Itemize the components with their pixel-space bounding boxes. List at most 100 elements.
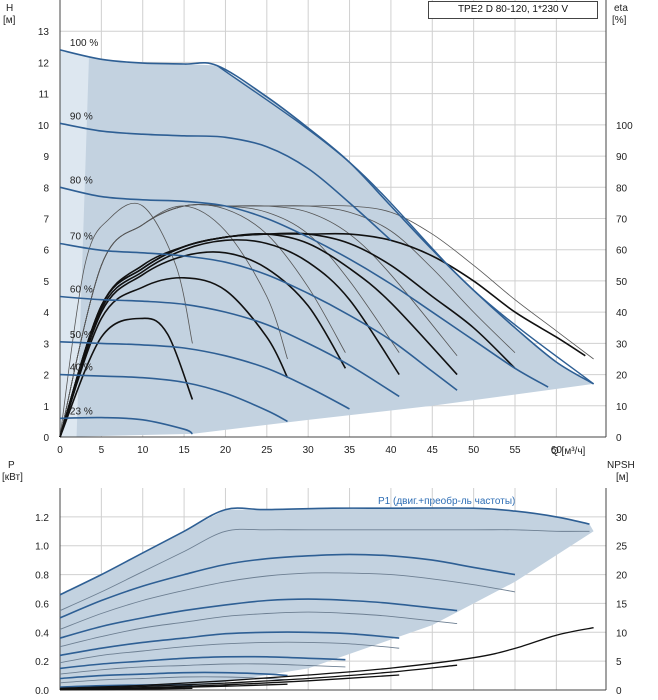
eta-tick-label: 70 <box>616 215 628 226</box>
head-axis-unit: [м] <box>3 15 16 26</box>
head-curve <box>59 49 595 385</box>
flow-tick-label: 35 <box>344 445 356 456</box>
flow-tick-label: 30 <box>303 445 315 456</box>
speed-label: 60 % <box>70 285 93 296</box>
flow-tick-label: 40 <box>385 445 397 456</box>
head-curve <box>59 295 400 398</box>
eta-tick-label: 60 <box>616 246 628 257</box>
power-tick-label: 0.6 <box>35 599 49 610</box>
speed-label: 100 % <box>70 38 98 49</box>
flow-tick-label: 20 <box>220 445 232 456</box>
head-curve <box>59 416 193 435</box>
npsh-axis-name: NPSH <box>607 460 635 471</box>
eta-tick-label: 0 <box>616 433 622 444</box>
npsh-tick-label: 5 <box>616 657 622 668</box>
head-curve <box>59 341 350 410</box>
npsh-curve <box>59 687 193 691</box>
power-axis-unit: [кВт] <box>2 472 23 483</box>
p1-curve <box>59 598 458 639</box>
npsh-curve <box>59 664 458 690</box>
head-axis-name: H <box>6 3 13 14</box>
head-tick-label: 2 <box>43 371 49 382</box>
head-tick-label: 0 <box>43 433 49 444</box>
head-tick-label: 13 <box>38 27 50 38</box>
power-axis-name: P <box>8 460 15 471</box>
flow-tick-label: 55 <box>509 445 521 456</box>
npsh-axis-unit: [м] <box>616 472 629 483</box>
efficiency-thin-curve <box>59 204 594 438</box>
eta-tick-label: 50 <box>616 277 628 288</box>
npsh-tick-label: 15 <box>616 599 628 610</box>
efficiency-curve <box>59 317 194 438</box>
head-tick-label: 12 <box>38 58 50 69</box>
p2-curve <box>59 572 516 630</box>
eta-tick-label: 80 <box>616 183 628 194</box>
eta-tick-label: 30 <box>616 339 628 350</box>
flow-tick-label: 50 <box>468 445 480 456</box>
head-curve <box>59 242 458 391</box>
flow-tick-label: 0 <box>57 445 63 456</box>
eta-tick-label: 40 <box>616 308 628 319</box>
flow-tick-label: 45 <box>427 445 439 456</box>
pump-title: TPE2 D 80-120, 1*230 V <box>428 1 598 19</box>
efficiency-curve <box>59 239 400 438</box>
head-tick-label: 9 <box>43 152 49 163</box>
speed-label: 40 % <box>70 363 93 374</box>
power-tick-label: 0.8 <box>35 571 49 582</box>
p1-curve <box>59 553 516 619</box>
eta-tick-label: 10 <box>616 402 628 413</box>
npsh-tick-label: 0 <box>616 686 622 697</box>
p1-curve <box>59 655 346 670</box>
head-tick-label: 3 <box>43 339 49 350</box>
p1-curve <box>59 507 590 596</box>
head-tick-label: 5 <box>43 277 49 288</box>
flow-tick-label: 25 <box>261 445 273 456</box>
npsh-tick-label: 10 <box>616 628 628 639</box>
head-curve <box>59 186 549 388</box>
npsh-tick-label: 25 <box>616 542 628 553</box>
head-panel: 100 %90 %80 %70 %60 %50 %40 %23 %0 5 10 15 2… <box>38 0 633 456</box>
head-tick-label: 11 <box>39 90 50 101</box>
npsh-curve <box>59 627 594 689</box>
eta-tick-label: 20 <box>616 371 628 382</box>
npsh-tick-label: 30 <box>616 513 628 524</box>
head-tick-label: 1 <box>43 402 49 413</box>
p1-curve-label: P1 (двиг.+преобр-ль частоты) <box>378 495 515 507</box>
flow-axis-label: Q [м³/ч] <box>551 446 586 457</box>
head-tick-label: 10 <box>38 121 50 132</box>
p2-curve <box>59 663 346 675</box>
p2-curve <box>59 611 458 648</box>
flow-tick-label: 5 <box>99 445 105 456</box>
p1-curve <box>59 671 288 680</box>
eta-tick-label: 90 <box>616 152 628 163</box>
head-curve <box>59 373 288 423</box>
p1-curve <box>59 631 400 657</box>
power-tick-label: 0.2 <box>35 657 49 668</box>
flow-tick-label: 60 <box>551 445 563 456</box>
head-light-region <box>60 49 89 437</box>
power-tick-label: 1.2 <box>35 513 49 524</box>
npsh-tick-label: 20 <box>616 571 628 582</box>
power-tick-label: 0.4 <box>35 628 49 639</box>
p2-curve <box>59 528 590 612</box>
speed-label: 23 % <box>70 406 93 417</box>
head-tick-label: 7 <box>43 215 49 226</box>
power-tick-label: 1.0 <box>35 542 49 553</box>
eta-axis-name: eta <box>614 3 628 14</box>
speed-label: 50 % <box>70 330 93 341</box>
eta-axis-unit: [%] <box>612 15 627 26</box>
eta-tick-label: 100 <box>616 121 633 132</box>
efficiency-curve <box>59 232 586 438</box>
speed-label: 70 % <box>70 231 93 242</box>
flow-tick-label: 10 <box>137 445 149 456</box>
head-tick-label: 4 <box>43 308 49 319</box>
power-tick-label: 0.0 <box>35 686 49 697</box>
head-tick-label: 6 <box>43 246 49 257</box>
efficiency-thin-curve <box>59 202 193 438</box>
p2-curve <box>59 641 400 664</box>
head-curve <box>59 122 392 241</box>
power-panel: 0.0 0.2 0.4 0.6 0.8 1.0 1.2 0 5 10 15 20 25 30 <box>35 488 628 697</box>
efficiency-curve <box>59 251 347 438</box>
flow-tick-label: 15 <box>179 445 191 456</box>
